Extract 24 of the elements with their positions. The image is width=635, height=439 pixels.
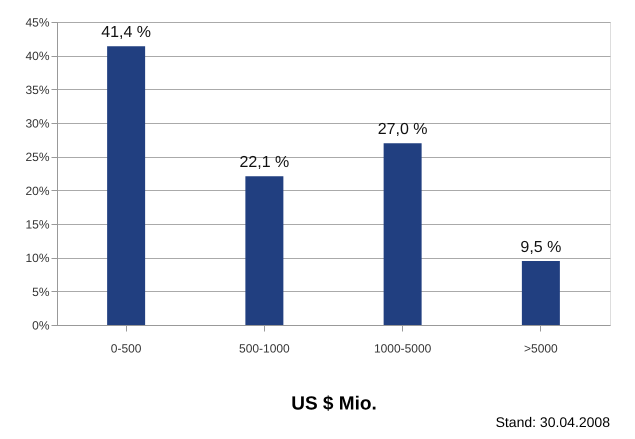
bar bbox=[522, 261, 560, 325]
y-tick-label: 15% bbox=[25, 218, 50, 232]
y-tick-label: 40% bbox=[25, 49, 50, 64]
bar bbox=[107, 46, 146, 325]
y-tick-label: 25% bbox=[25, 150, 50, 164]
data-label: 27,0 % bbox=[378, 121, 428, 138]
text: Stand: 30.04.2008 bbox=[496, 414, 610, 430]
x-axis-title: US $ Mio. bbox=[291, 394, 377, 414]
data-label: 9,5 % bbox=[520, 239, 562, 256]
y-tick-label: 20% bbox=[25, 184, 50, 198]
x-tick-label: 500-1000 bbox=[239, 342, 290, 356]
bar bbox=[245, 176, 284, 325]
y-tick-label: 30% bbox=[25, 116, 50, 130]
x-tick-label: >5000 bbox=[524, 342, 558, 356]
x-tick-label: 1000-5000 bbox=[374, 342, 432, 356]
y-tick-label: 10% bbox=[25, 251, 50, 266]
bar bbox=[384, 143, 422, 325]
y-tick-label: 0% bbox=[32, 318, 50, 332]
x-tick-label: 0-500 bbox=[110, 342, 142, 356]
y-tick-label: 5% bbox=[32, 284, 50, 299]
data-label: 22,1 % bbox=[239, 154, 290, 172]
y-tick-label: 45% bbox=[25, 16, 50, 30]
y-tick-label: 35% bbox=[25, 82, 50, 97]
data-label: 41,4 % bbox=[101, 24, 152, 42]
